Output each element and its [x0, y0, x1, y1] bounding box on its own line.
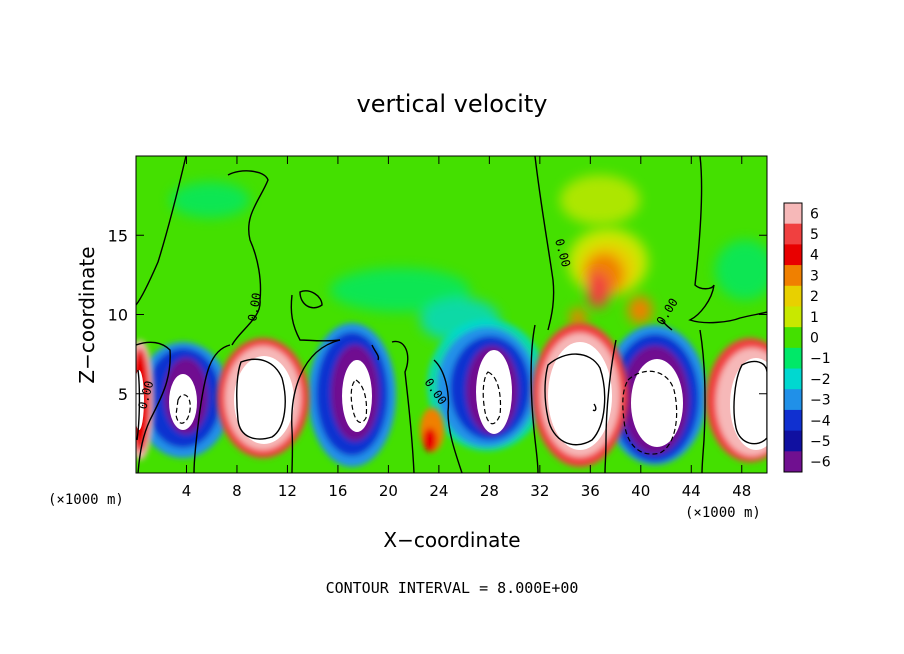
colorbar-swatch [784, 244, 802, 266]
colorbar-label: 3 [810, 268, 819, 284]
x-tick-label: 8 [232, 482, 242, 500]
dashed-contours [175, 370, 678, 455]
x-tick-label: 16 [328, 482, 347, 500]
x-tick-label: 24 [429, 482, 448, 500]
colorbar-label: −2 [810, 372, 831, 388]
colorbar-swatch [784, 265, 802, 287]
x-axis-title: X−coordinate [383, 528, 520, 552]
colorbar-label: −4 [810, 413, 831, 429]
colorbar-label: 5 [810, 227, 819, 243]
colorbar-swatch [784, 409, 802, 432]
colorbar-swatch [784, 306, 802, 328]
x-unit-right: (×1000 m) [685, 505, 761, 521]
x-axis-ticks: 4 8 12 16 20 24 28 32 36 40 44 48 [182, 156, 751, 500]
y-axis-ticks: 5 10 15 [108, 226, 767, 404]
x-tick-label: 12 [278, 482, 297, 500]
colorbar-label: 4 [810, 248, 819, 264]
colorbar-label: 0 [810, 331, 819, 347]
x-tick-label: 40 [631, 482, 650, 500]
colorbar-frame [783, 202, 803, 473]
colorbar-label: 1 [810, 310, 819, 326]
y-axis-title: Z−coordinate [75, 246, 99, 383]
colorbar-swatch [784, 327, 802, 349]
colorbar-swatch [784, 223, 802, 245]
contour-lines [136, 156, 767, 473]
y-tick-label: 10 [108, 306, 128, 325]
x-tick-label: 48 [732, 482, 751, 500]
x-tick-label: 20 [379, 482, 398, 500]
contour-label: 0.00 [245, 292, 264, 323]
chart-title: vertical velocity [357, 90, 548, 118]
x-tick-label: 36 [581, 482, 600, 500]
y-tick-label: 5 [118, 385, 128, 404]
colorbar-swatch [784, 203, 802, 225]
x-unit-left: (×1000 m) [48, 492, 124, 508]
plot-area: 0.00 0.00 0.00 0.00 0.00 [136, 156, 767, 473]
upper-updraft [568, 228, 652, 328]
y-tick-label: 15 [108, 226, 128, 245]
colorbar-label: −6 [810, 455, 831, 471]
contour-interval-note: CONTOUR INTERVAL = 8.000E+00 [326, 579, 579, 597]
colorbar-swatch [784, 451, 802, 473]
colorbar-swatch [784, 368, 802, 390]
colorbar-label: −1 [810, 351, 831, 367]
colorbar: 6 5 4 3 2 1 0 −1 −2 −3 −4 −5 −6 [783, 202, 831, 473]
x-tick-label: 44 [682, 482, 701, 500]
colorbar-label: 6 [810, 206, 819, 222]
x-tick-label: 32 [530, 482, 549, 500]
colorbar-swatch [784, 347, 802, 370]
colorbar-swatch [784, 389, 802, 411]
colorbar-label: 2 [810, 289, 819, 305]
x-tick-label: 28 [480, 482, 499, 500]
colorbar-label: −3 [810, 393, 831, 409]
colorbar-swatch [784, 430, 802, 452]
x-tick-label: 4 [182, 482, 192, 500]
colorbar-label: −5 [810, 434, 831, 450]
colorbar-swatch [784, 285, 802, 307]
